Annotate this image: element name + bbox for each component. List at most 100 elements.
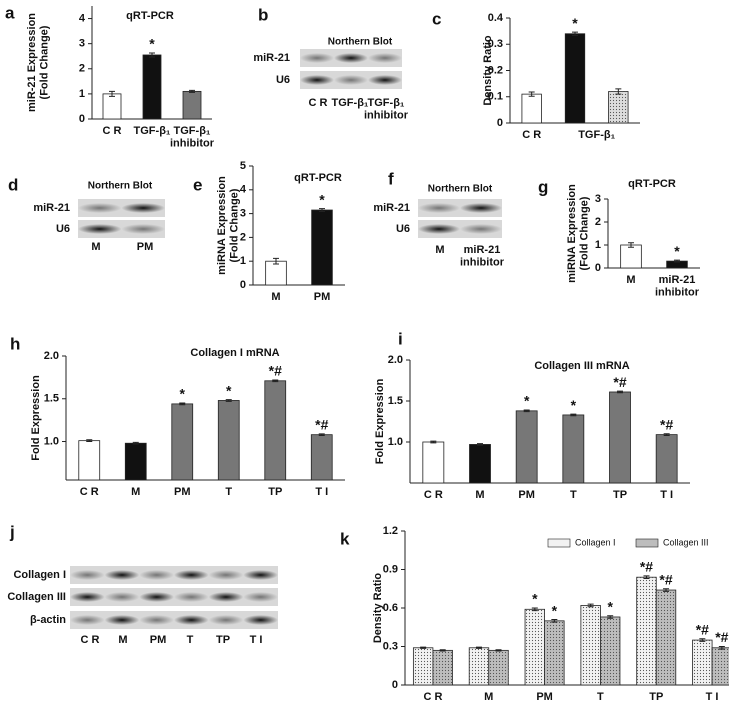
blot-lane-label: PM — [137, 241, 154, 253]
significance-label: *# — [660, 417, 673, 433]
blot-lane-label: C R — [309, 97, 328, 109]
bar — [515, 410, 538, 484]
x-tick-label: TGF-β₁ — [134, 125, 171, 137]
bar — [182, 90, 202, 120]
error-bar — [86, 439, 93, 443]
bar-texture — [656, 590, 676, 685]
significance-label: * — [607, 598, 613, 614]
y-tick-label: 0.3 — [488, 38, 503, 50]
blot-band — [70, 592, 105, 602]
y-tick-label: 0.4 — [488, 12, 504, 24]
bar — [142, 54, 162, 120]
y-tick-label: 0.6 — [383, 602, 398, 614]
significance-label: * — [319, 191, 325, 207]
blot-band — [334, 53, 368, 63]
error-bar — [551, 619, 558, 623]
bar-texture — [469, 647, 489, 685]
y-tick-label: 1.0 — [44, 435, 59, 447]
bar — [78, 440, 101, 481]
blot-band — [139, 592, 175, 602]
x-tick-label: M — [131, 486, 140, 498]
panel-letter: e — [193, 175, 202, 194]
y-axis-label: Density Ratio — [482, 35, 494, 106]
blot-band — [104, 570, 140, 580]
panel-letter: d — [8, 175, 18, 194]
x-tick-label: PM — [314, 291, 331, 303]
error-bar — [495, 649, 502, 652]
y-axis-label: Density Ratio — [372, 573, 384, 644]
error-bar — [699, 638, 706, 642]
error-bar — [528, 91, 535, 97]
bar-texture — [488, 650, 509, 685]
error-bar — [318, 433, 325, 437]
significance-label: * — [674, 243, 680, 259]
chart-title: qRT-PCR — [628, 178, 676, 190]
y-tick-label: 0.2 — [488, 64, 503, 76]
y-tick-label: 0 — [240, 279, 246, 291]
blot-band — [418, 203, 460, 213]
blot-band — [243, 592, 278, 602]
bar — [264, 380, 287, 481]
x-tick-label: M — [271, 291, 280, 303]
error-bar — [718, 646, 725, 650]
error-bar — [663, 588, 670, 592]
error-bar — [420, 646, 427, 649]
chart-title: qRT-PCR — [126, 10, 174, 22]
blot-band — [78, 224, 122, 234]
blot-band — [208, 615, 244, 625]
error-bar — [132, 441, 139, 445]
blot-band — [368, 75, 402, 85]
x-tick-label: M — [484, 691, 493, 701]
x-tick-label: TP — [613, 489, 627, 501]
blot-lane-label: T I — [250, 634, 263, 646]
error-bar — [149, 52, 155, 58]
significance-label: *# — [613, 374, 626, 390]
significance-label: * — [572, 15, 578, 31]
error-bar — [587, 603, 594, 608]
blot-band — [121, 203, 165, 213]
error-bar — [430, 440, 437, 444]
x-tick-label: T I — [706, 691, 719, 701]
x-group-label: TGF-β₁ — [578, 129, 615, 141]
x-tick-label: PM — [536, 691, 553, 701]
y-tick-label: 0 — [79, 113, 85, 125]
y-tick-label: 2.0 — [44, 350, 59, 362]
x-tick-label: C R — [522, 129, 541, 141]
blot-lane-label: M — [118, 634, 127, 646]
bar-texture — [636, 577, 657, 685]
panel-letter: h — [10, 334, 20, 353]
y-tick-label: 1.5 — [388, 395, 403, 407]
error-bar — [225, 399, 232, 402]
bar-texture — [608, 91, 629, 123]
blot-band — [460, 224, 502, 234]
y-tick-label: 0 — [392, 679, 398, 691]
blot-row-label: miR-21 — [253, 52, 290, 64]
y-axis-label: Fold Expression — [30, 375, 42, 461]
blot-band — [139, 570, 175, 580]
error-bar — [617, 390, 623, 394]
blot-band — [208, 570, 244, 580]
chart-title: qRT-PCR — [294, 172, 342, 184]
bar — [265, 260, 287, 286]
error-bar — [523, 409, 530, 413]
blot-row-label: β-actin — [30, 614, 66, 626]
bar — [422, 441, 445, 484]
significance-label: * — [532, 591, 538, 607]
blot-band — [174, 615, 209, 625]
y-tick-label: 0 — [497, 117, 503, 129]
blot-band — [121, 224, 165, 234]
blot-band — [139, 615, 175, 625]
blot-lane-label: M — [435, 244, 444, 256]
blot-title: Northern Blot — [328, 37, 393, 48]
error-bar — [273, 257, 279, 265]
error-bar — [319, 208, 325, 212]
bar — [124, 442, 147, 481]
blot-band — [368, 53, 402, 63]
blot-row-label: U6 — [56, 223, 70, 235]
blot-lane-label: TP — [216, 634, 230, 646]
error-bar — [109, 90, 115, 97]
x-tick-label: C R — [424, 489, 443, 501]
significance-label: * — [571, 397, 577, 413]
y-tick-label: 0.9 — [383, 563, 398, 575]
significance-label: * — [226, 382, 232, 398]
